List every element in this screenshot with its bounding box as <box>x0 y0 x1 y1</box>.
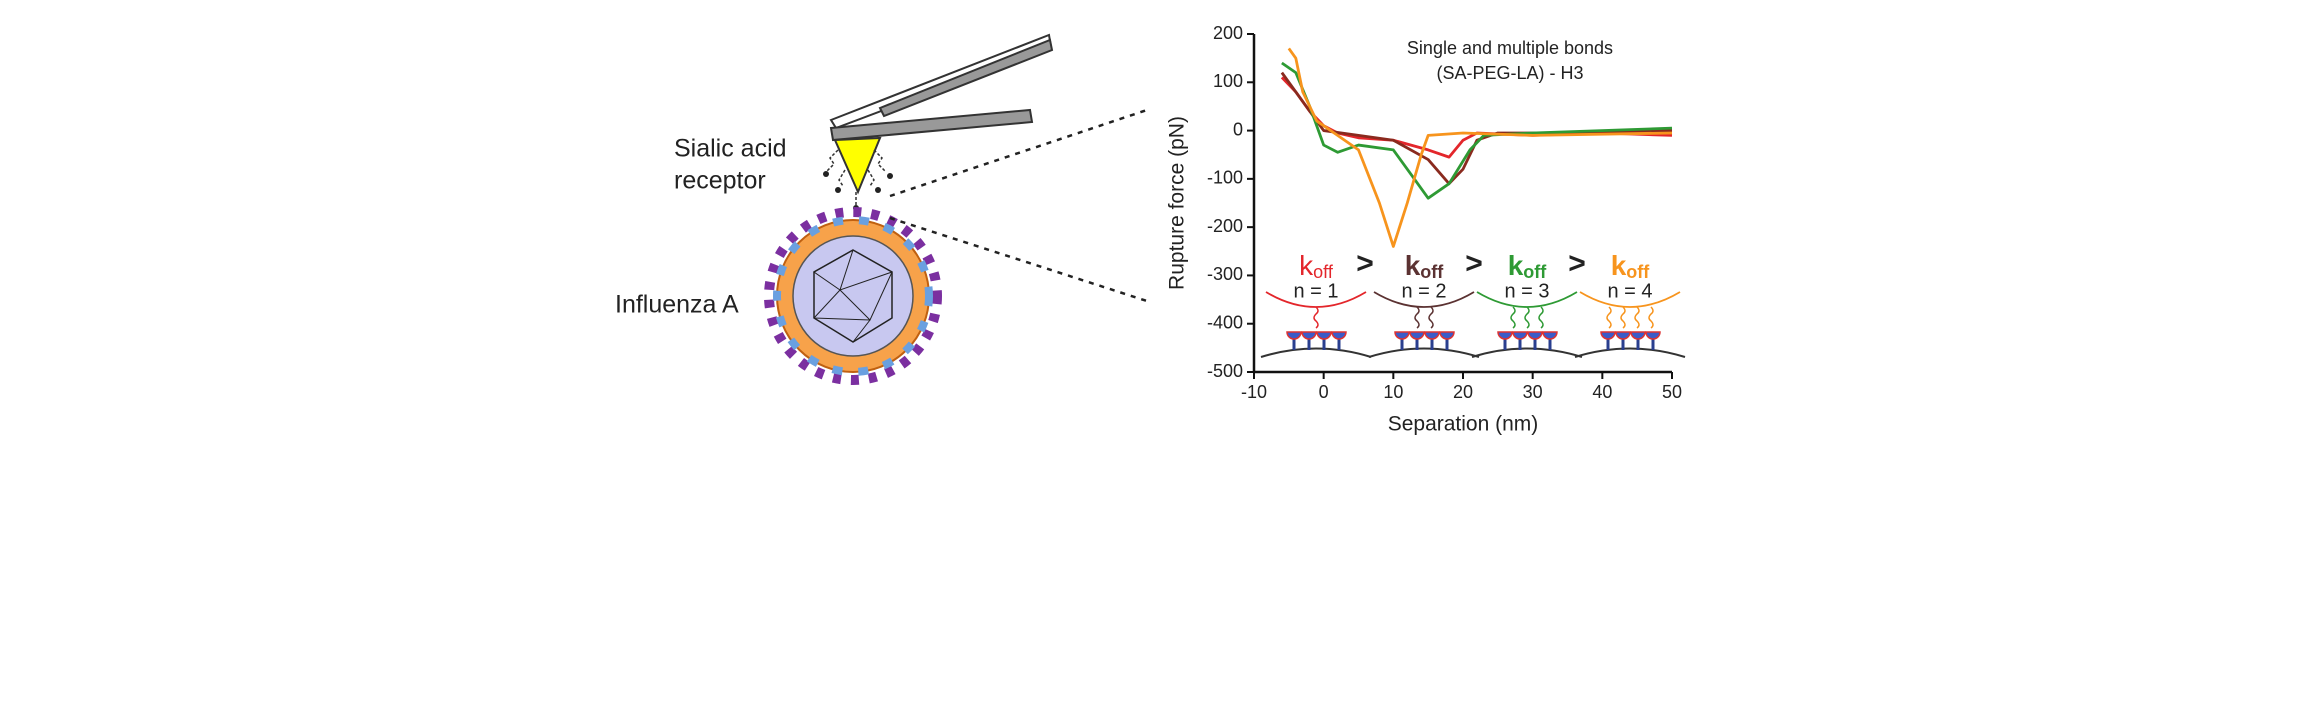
virus <box>764 207 942 385</box>
y-tick-label: -500 <box>1207 361 1243 381</box>
zoom-line <box>889 216 1148 303</box>
tip-arc <box>1476 291 1578 308</box>
koff-label: koff <box>1299 250 1334 281</box>
receptor-head <box>1409 331 1425 340</box>
n-label: n = 1 <box>1293 280 1338 302</box>
surface <box>1260 347 1372 358</box>
tip-arc <box>1265 291 1367 308</box>
bond <box>1428 306 1434 329</box>
surface <box>1574 347 1686 358</box>
bond <box>1524 306 1530 329</box>
y-tick-label: -200 <box>1207 216 1243 236</box>
koff-subscript: off <box>1523 262 1547 282</box>
zoom-line <box>889 108 1148 198</box>
x-tick-label: 10 <box>1383 382 1403 402</box>
series-line <box>1287 47 1673 248</box>
y-axis-label: Rupture force (pN) <box>1166 116 1189 290</box>
tip-arc <box>1373 291 1475 308</box>
bond <box>1313 306 1319 329</box>
receptor-label: Sialic acid <box>674 135 787 163</box>
comparator: > <box>1568 247 1586 280</box>
koff-subscript: off <box>1626 262 1650 282</box>
comparator: > <box>1356 247 1374 280</box>
receptor-head <box>1286 331 1302 340</box>
surface <box>1368 347 1480 358</box>
koff-symbol: k <box>1508 250 1524 281</box>
koff-label: koff <box>1508 250 1548 281</box>
receptor-label: receptor <box>674 167 766 195</box>
cantilever <box>823 33 1054 211</box>
bond <box>1538 306 1544 329</box>
receptor-head <box>1542 331 1558 340</box>
surface <box>1471 347 1583 358</box>
comparator: > <box>1465 247 1483 280</box>
x-axis-label: Separation (nm) <box>1388 413 1539 436</box>
chart-subtitle: (SA-PEG-LA) - H3 <box>1436 63 1583 83</box>
receptor-head <box>1497 331 1513 340</box>
receptor-head <box>1527 331 1543 340</box>
y-tick-label: -100 <box>1207 168 1243 188</box>
chart-title: Single and multiple bonds <box>1407 38 1613 58</box>
receptor-head <box>1615 331 1631 340</box>
series-line <box>1280 76 1673 159</box>
x-tick-label: -10 <box>1241 382 1267 402</box>
y-tick-label: -300 <box>1207 264 1243 284</box>
bond <box>1620 306 1626 329</box>
receptor-head <box>1600 331 1616 340</box>
tip-arc <box>1579 291 1681 308</box>
receptor-head <box>1645 331 1661 340</box>
koff-label: koff <box>1611 250 1651 281</box>
koff-label: koff <box>1405 250 1445 281</box>
receptor-head <box>1439 331 1455 340</box>
receptor-head <box>1301 331 1317 340</box>
koff-subscript: off <box>1420 262 1444 282</box>
x-tick-label: 20 <box>1453 382 1473 402</box>
series-line <box>1281 61 1673 200</box>
x-tick-label: 30 <box>1523 382 1543 402</box>
y-tick-label: 0 <box>1233 119 1243 139</box>
n-label: n = 3 <box>1504 280 1549 302</box>
x-tick-label: 40 <box>1592 382 1612 402</box>
bond <box>1606 306 1612 329</box>
receptor-head <box>1331 331 1347 340</box>
koff-subscript: off <box>1313 262 1334 282</box>
koff-symbol: k <box>1611 250 1627 281</box>
receptor-head <box>1316 331 1332 340</box>
y-tick-label: 100 <box>1213 71 1243 91</box>
receptor-head <box>1630 331 1646 340</box>
y-tick-label: -400 <box>1207 312 1243 332</box>
receptor-head <box>1424 331 1440 340</box>
n-label: n = 4 <box>1607 280 1652 302</box>
y-tick-label: 200 <box>1213 23 1243 43</box>
receptor-head <box>1512 331 1528 340</box>
bond <box>1648 306 1654 329</box>
series-line <box>1280 71 1673 186</box>
virus-label: Influenza A <box>615 291 739 319</box>
koff-symbol: k <box>1405 250 1421 281</box>
bond <box>1414 306 1420 329</box>
x-tick-label: 50 <box>1662 382 1682 402</box>
receptor-head <box>1394 331 1410 340</box>
koff-symbol: k <box>1299 250 1314 281</box>
bond <box>1510 306 1516 329</box>
bond <box>1634 306 1640 329</box>
x-tick-label: 0 <box>1319 382 1329 402</box>
n-label: n = 2 <box>1401 280 1446 302</box>
